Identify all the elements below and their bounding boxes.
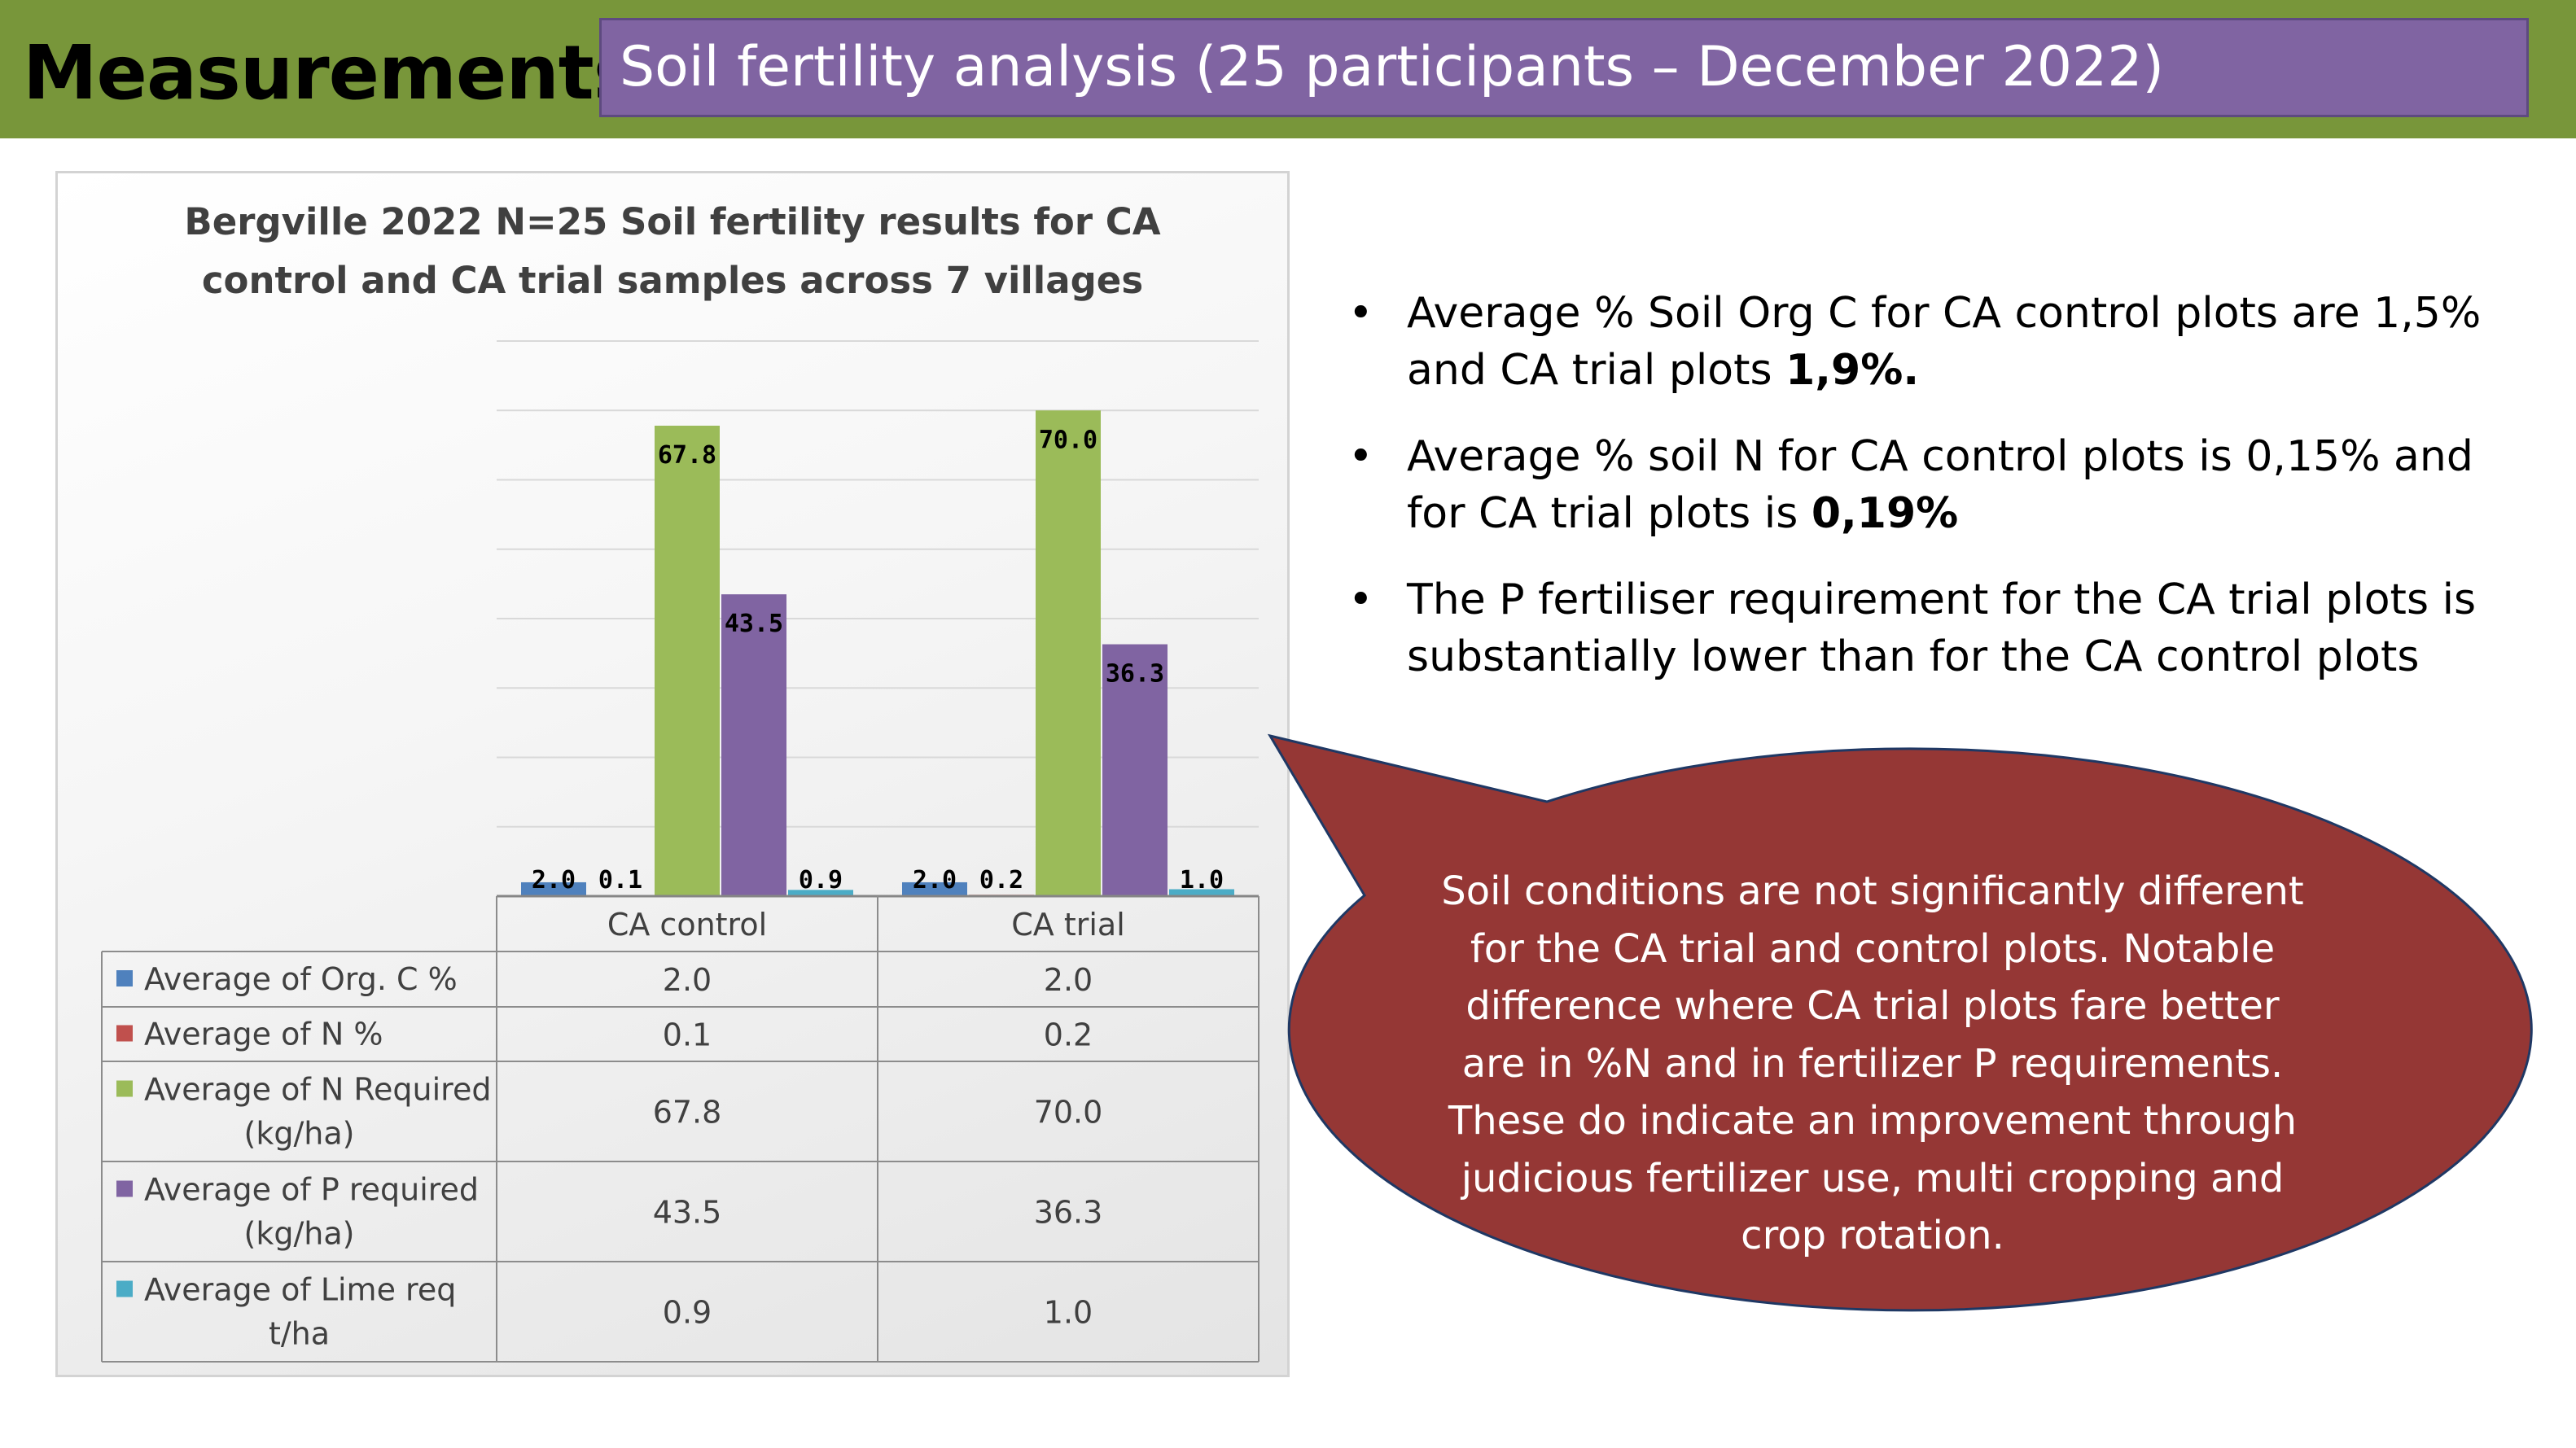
table-cell: 70.0 (1034, 1095, 1103, 1131)
table-cell: 0.2 (1044, 1017, 1093, 1053)
legend-key (116, 1080, 133, 1097)
table-cell: 2.0 (1044, 962, 1093, 998)
callout-text: Soil conditions are not significantly di… (1441, 868, 2304, 1258)
bar (721, 594, 786, 896)
legend-key (116, 970, 133, 986)
bar (902, 881, 967, 896)
chart-panel: Bergville 2022 N=25 Soil fertility resul… (55, 171, 1290, 1377)
legend-label: t/ha (269, 1316, 330, 1352)
slide-subtitle: Soil fertility analysis (25 participants… (620, 35, 2165, 99)
bullet-item: Average % soil N for CA control plots is… (1348, 428, 2537, 542)
legend-label: Average of P required (144, 1172, 479, 1208)
legend-label: (kg/ha) (244, 1116, 355, 1152)
table-cell: 2.0 (663, 962, 712, 998)
header-bar: Measurements Soil fertility analysis (25… (0, 0, 2576, 138)
bar (521, 881, 586, 896)
bullet-text: Average % Soil Org C for CA control plot… (1407, 289, 2482, 395)
chart-title: Bergville 2022 N=25 Soil fertility resul… (58, 193, 1287, 310)
legend-label: Average of Org. C % (144, 961, 458, 997)
chart-title-line-2: control and CA trial samples across 7 vi… (201, 259, 1144, 302)
table-cell: 43.5 (653, 1195, 722, 1231)
subtitle-banner: Soil fertility analysis (25 participants… (599, 18, 2529, 117)
callout-shape (1267, 733, 2533, 1312)
legend-key (116, 1180, 133, 1197)
legend-key (116, 1025, 133, 1042)
data-label: 2.0 (532, 866, 576, 895)
data-label: 0.9 (799, 866, 843, 895)
legend-label: Average of N % (144, 1017, 383, 1052)
bar (1102, 644, 1168, 896)
bar (655, 426, 720, 896)
bullet-item: The P fertiliser requirement for the CA … (1348, 571, 2537, 685)
legend-label: Average of N Required (144, 1072, 491, 1108)
data-label: 0.2 (979, 866, 1023, 895)
data-label: 2.0 (913, 866, 957, 895)
slide-title: Measurements (23, 29, 638, 116)
data-label: 0.1 (598, 866, 642, 895)
bar (1169, 889, 1234, 896)
bar (1036, 410, 1101, 896)
legend-key (116, 1280, 133, 1297)
category-label: CA control (607, 907, 767, 943)
table-cell: 0.9 (663, 1295, 712, 1331)
legend-label: (kg/ha) (244, 1216, 355, 1252)
table-cell: 0.1 (663, 1017, 712, 1053)
data-label: 43.5 (725, 610, 783, 638)
bar (788, 890, 853, 896)
bullet-bold: 1,9%. (1785, 346, 1920, 395)
table-cell: 1.0 (1044, 1295, 1093, 1331)
chart-title-line-1: Bergville 2022 N=25 Soil fertility resul… (184, 200, 1161, 243)
bullet-text: The P fertiliser requirement for the CA … (1407, 575, 2477, 681)
bullet-list: Average % Soil Org C for CA control plot… (1348, 285, 2537, 715)
bullet-text: Average % soil N for CA control plots is… (1407, 432, 2473, 538)
data-label: 70.0 (1039, 426, 1097, 454)
bullet-bold: 0,19% (1811, 489, 1959, 538)
legend-label: Average of Lime req (144, 1272, 456, 1308)
data-label: 36.3 (1106, 660, 1164, 689)
bar-chart: 2.0 0.1 67.8 43.5 0.9 2.0 0.2 70.0 36.3 1.0 CA con… (101, 340, 1260, 1363)
data-label: 67.8 (658, 441, 716, 470)
data-label: 1.0 (1180, 866, 1224, 895)
table-cell: 36.3 (1034, 1195, 1103, 1231)
table-cell: 67.8 (653, 1095, 722, 1131)
category-label: CA trial (1011, 907, 1125, 943)
bullet-item: Average % Soil Org C for CA control plot… (1348, 285, 2537, 399)
